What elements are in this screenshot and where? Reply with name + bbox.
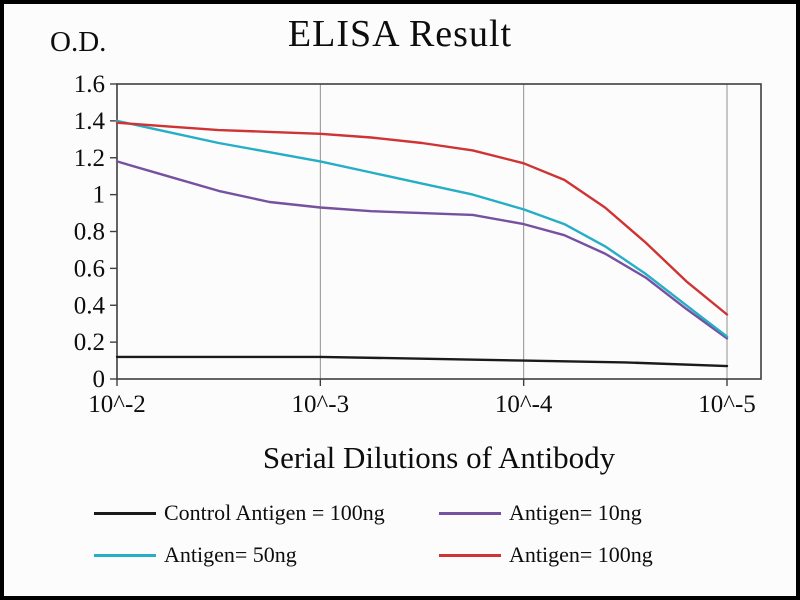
y-tick-label: 0 bbox=[93, 366, 106, 393]
y-tick-label: 1.6 bbox=[74, 71, 105, 98]
x-tick-label: 10^-3 bbox=[292, 391, 350, 418]
legend-item: Control Antigen = 100ng bbox=[94, 500, 439, 526]
legend-line-swatch bbox=[94, 511, 156, 515]
x-tick-label: 10^-2 bbox=[88, 391, 146, 418]
legend-line-swatch bbox=[439, 511, 501, 515]
y-tick-label: 1.2 bbox=[74, 145, 105, 172]
legend-label: Antigen= 10ng bbox=[509, 500, 642, 525]
y-tick-label: 0.4 bbox=[74, 292, 106, 319]
y-tick-label: 1 bbox=[93, 182, 106, 209]
series-line bbox=[115, 160, 729, 340]
y-tick-label: 0.8 bbox=[74, 219, 105, 246]
y-axis-label: O.D. bbox=[50, 26, 107, 58]
y-tick-label: 0.6 bbox=[74, 255, 105, 282]
plot-border bbox=[116, 83, 762, 380]
plot-area: 0 0.2 0.4 0.6 0.8 1 1.2 1.4 1.6 10^-2 10^-3 10^-4 10… bbox=[74, 71, 762, 418]
series-line bbox=[115, 119, 729, 338]
legend-line-swatch bbox=[439, 553, 501, 557]
chart-title: ELISA Result bbox=[287, 13, 513, 55]
legend-label: Antigen= 50ng bbox=[164, 542, 297, 567]
y-tick-label: 1.4 bbox=[74, 108, 106, 135]
legend-item: Antigen= 50ng bbox=[94, 542, 439, 568]
legend: Control Antigen = 100ng Antigen= 10ng Anti… bbox=[94, 500, 766, 568]
x-tick-label: 10^-5 bbox=[698, 391, 756, 418]
y-tick-label: 0.2 bbox=[74, 329, 105, 356]
x-tick-label: 10^-4 bbox=[495, 391, 553, 418]
legend-line-swatch bbox=[94, 553, 156, 557]
x-axis-label: Serial Dilutions of Antibody bbox=[262, 440, 616, 475]
legend-item: Antigen= 100ng bbox=[439, 542, 766, 568]
legend-label: Antigen= 100ng bbox=[509, 542, 653, 567]
series-line bbox=[115, 355, 729, 368]
legend-label: Control Antigen = 100ng bbox=[164, 500, 385, 525]
series-line bbox=[115, 121, 729, 316]
legend-item: Antigen= 10ng bbox=[439, 500, 766, 526]
